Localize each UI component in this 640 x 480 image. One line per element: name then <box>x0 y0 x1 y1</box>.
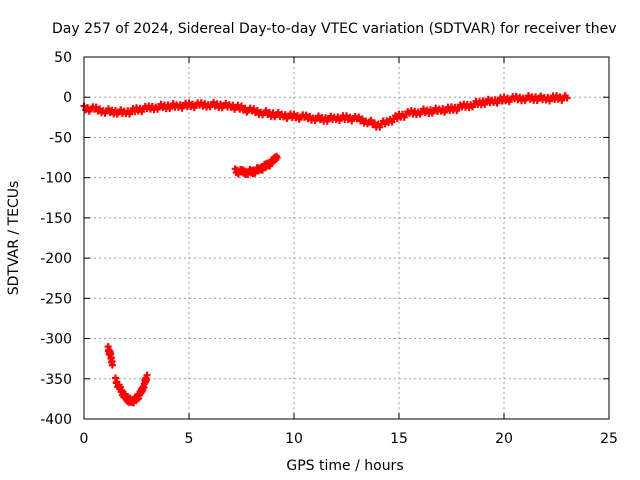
x-tick-label: 10 <box>285 431 303 447</box>
data-point <box>553 92 560 100</box>
x-tick-label: 5 <box>185 431 194 447</box>
x-tick-label: 15 <box>390 431 408 447</box>
y-axis-label: SDTVAR / TECUs <box>6 181 22 296</box>
data-point <box>556 93 564 101</box>
data-point <box>273 154 281 162</box>
y-tick-label: -150 <box>40 211 72 227</box>
x-tick-label: 0 <box>80 431 89 447</box>
y-tick-label: -300 <box>40 332 72 348</box>
data-points <box>80 92 571 407</box>
data-point <box>525 92 532 100</box>
series-main-trace <box>80 92 571 131</box>
data-point <box>169 100 177 108</box>
y-tick-label: -100 <box>40 171 72 187</box>
x-tick-label: 20 <box>495 431 513 447</box>
y-tick-label: -400 <box>40 412 72 428</box>
data-point <box>189 100 196 108</box>
data-point <box>334 113 342 121</box>
axis-ticks: 0 5 10 15 20 25 50 0 -50 -100 -150 -200 -250 -300 -350… <box>40 50 618 447</box>
y-tick-label: 50 <box>54 50 72 66</box>
x-axis-label: GPS time / hours <box>286 458 403 474</box>
series-segment-c <box>112 371 151 407</box>
data-point <box>108 361 116 369</box>
series-segment-b <box>104 343 116 369</box>
y-tick-label: -200 <box>40 251 72 267</box>
data-point <box>185 99 193 107</box>
y-tick-label: 0 <box>63 90 72 106</box>
chart-title: Day 257 of 2024, Sidereal Day-to-day VTE… <box>52 21 616 37</box>
data-point <box>164 101 172 109</box>
y-tick-label: -50 <box>49 130 72 146</box>
x-tick-label: 25 <box>600 431 618 447</box>
plot-frame <box>83 56 610 420</box>
y-tick-label: -250 <box>40 291 72 307</box>
series-segment-a <box>231 152 281 178</box>
data-point <box>563 94 571 102</box>
y-tick-label: -350 <box>40 372 72 388</box>
data-point <box>143 371 151 379</box>
